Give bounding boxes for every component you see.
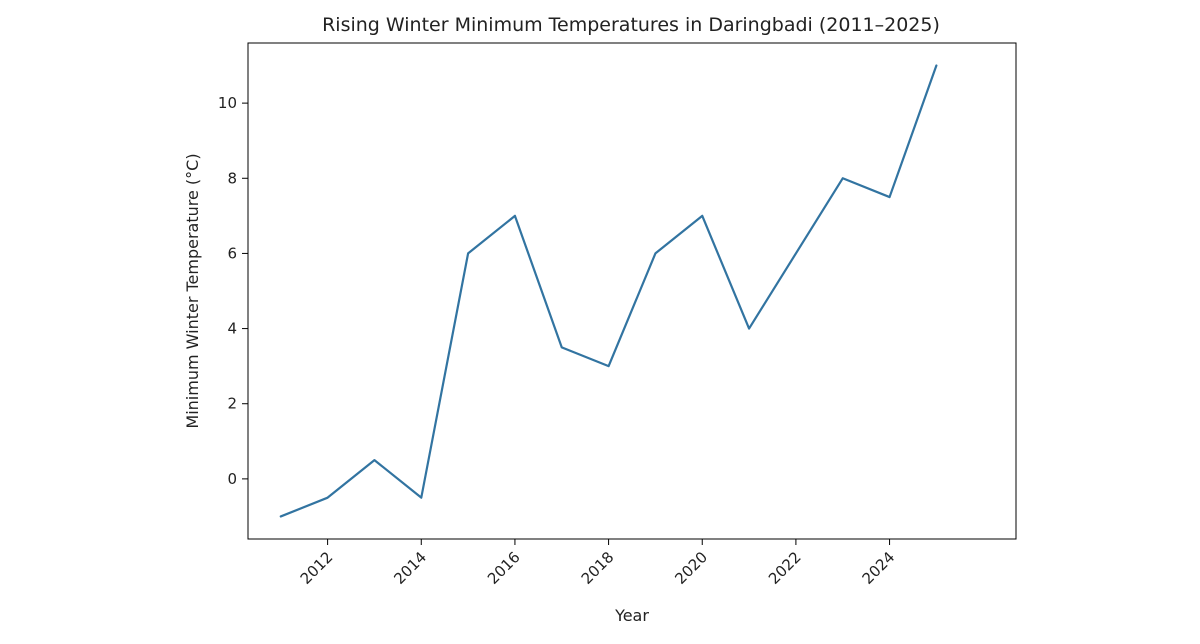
x-tick-label: 2018 xyxy=(578,548,618,588)
x-tick-label: 2024 xyxy=(859,548,899,588)
series-layer xyxy=(281,66,937,517)
x-axis: 2012 2014 2016 2018 2020 2022 2024 xyxy=(297,539,899,588)
x-tick-label: 2014 xyxy=(390,548,430,588)
y-tick-label: 4 xyxy=(227,320,237,338)
x-tick-label: 2016 xyxy=(484,548,524,588)
y-axis: 0 2 4 6 8 10 xyxy=(218,94,248,488)
chart-title: Rising Winter Minimum Temperatures in Da… xyxy=(322,14,940,36)
y-tick-label: 6 xyxy=(227,244,237,262)
y-axis-label: Minimum Winter Temperature (°C) xyxy=(183,153,202,428)
y-tick-label: 0 xyxy=(227,470,237,488)
x-tick-label: 2020 xyxy=(671,548,711,588)
y-tick-label: 2 xyxy=(227,395,237,413)
y-tick-label: 10 xyxy=(218,94,237,112)
x-tick-label: 2012 xyxy=(297,548,337,588)
plot-area-frame xyxy=(248,43,1016,539)
y-tick-label: 8 xyxy=(227,169,237,187)
x-tick-label: 2022 xyxy=(765,548,805,588)
x-axis-label: Year xyxy=(614,606,649,625)
series-line xyxy=(281,66,937,517)
